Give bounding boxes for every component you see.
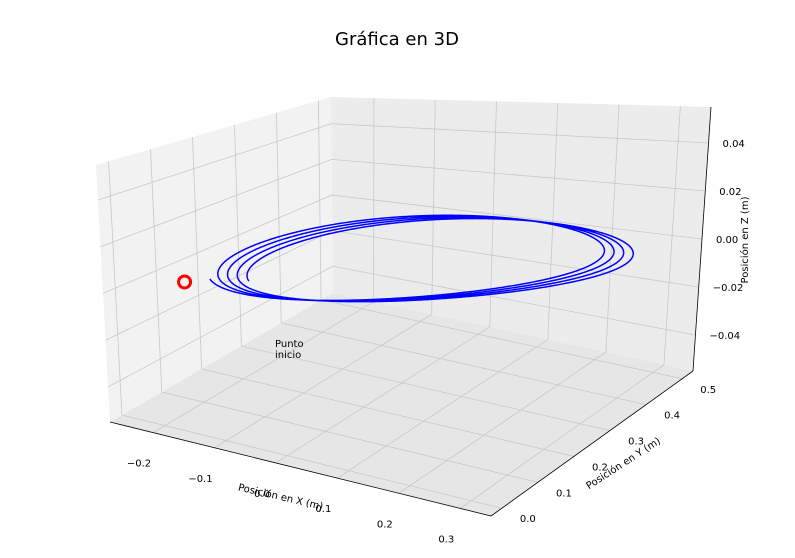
x-axis-line: [109, 421, 492, 517]
left-pane: [96, 97, 333, 422]
start-point-marker: [177, 274, 193, 290]
grid-line-y-floor: [121, 414, 502, 509]
x-tick-label: −0.1: [188, 474, 212, 485]
grid-line-z-left: [100, 158, 332, 248]
grid-line-z-back: [331, 194, 703, 240]
grid-line-y-floor: [320, 299, 683, 380]
z-axis-label: Posición en Z (m): [739, 196, 751, 283]
axis-panes: [96, 97, 711, 516]
grid-line-x-floor: [152, 301, 374, 433]
grid-line-y-floor: [201, 368, 575, 457]
z-tick-label: 0.02: [719, 187, 741, 198]
grid-line-z-back: [331, 158, 706, 192]
grid-line-x-floor: [275, 326, 490, 464]
z-tick-label: −0.02: [713, 283, 744, 294]
z-tick-label: 0.00: [716, 235, 738, 246]
grid-lines: [97, 98, 712, 517]
grid-line-z-left: [107, 265, 333, 388]
y-tick-label: 0.4: [664, 411, 680, 422]
grid-line-z-back: [332, 230, 699, 288]
trajectory: [209, 214, 634, 303]
trajectory-line: [209, 214, 634, 303]
floor-pane: [110, 293, 693, 516]
x-tick-label: 0.0: [254, 489, 270, 500]
start-label-line2: inicio: [275, 350, 301, 361]
grid-line-z-back: [332, 265, 696, 336]
grid-line-y-floor: [241, 345, 611, 431]
grid-line-z-left: [102, 194, 333, 294]
grid-line-z-back: [331, 123, 709, 144]
start-label-line1: Punto: [275, 339, 304, 350]
x-tick-label: 0.2: [377, 519, 393, 530]
z-tick-label: −0.04: [709, 331, 740, 342]
grid-line-y-floor: [161, 391, 538, 483]
y-tick-label: 0.3: [628, 437, 644, 448]
y-axis-line: [490, 370, 694, 517]
grid-line-z-left: [97, 123, 332, 201]
grid-line-y-floor: [281, 322, 647, 406]
x-tick-label: −0.2: [127, 459, 151, 470]
y-tick-label: 0.1: [556, 488, 572, 499]
z-tick-label: 0.04: [723, 139, 745, 150]
grid-line-x-floor: [337, 339, 549, 479]
start-marker-group: [177, 274, 193, 290]
chart-title: Gráfica en 3D: [335, 29, 459, 50]
y-tick-label: 0.0: [520, 514, 536, 525]
y-tick-label: 0.2: [592, 462, 608, 473]
x-axis-label: Posición en X (m): [237, 481, 325, 512]
z-axis-line: [692, 106, 712, 372]
grid-line-x-floor: [398, 351, 607, 494]
x-tick-label: 0.1: [315, 504, 331, 515]
tick-labels: −0.2 −0.1 0.0 0.1 0.2 0.3 0.0 0.1 0.2 0.3 0.4 0.5 −0…: [127, 139, 745, 545]
x-tick-label: 0.3: [438, 534, 454, 545]
grid-line-x-floor: [214, 314, 432, 449]
grid-line-x-floor: [460, 364, 665, 509]
y-tick-label: 0.5: [700, 385, 716, 396]
